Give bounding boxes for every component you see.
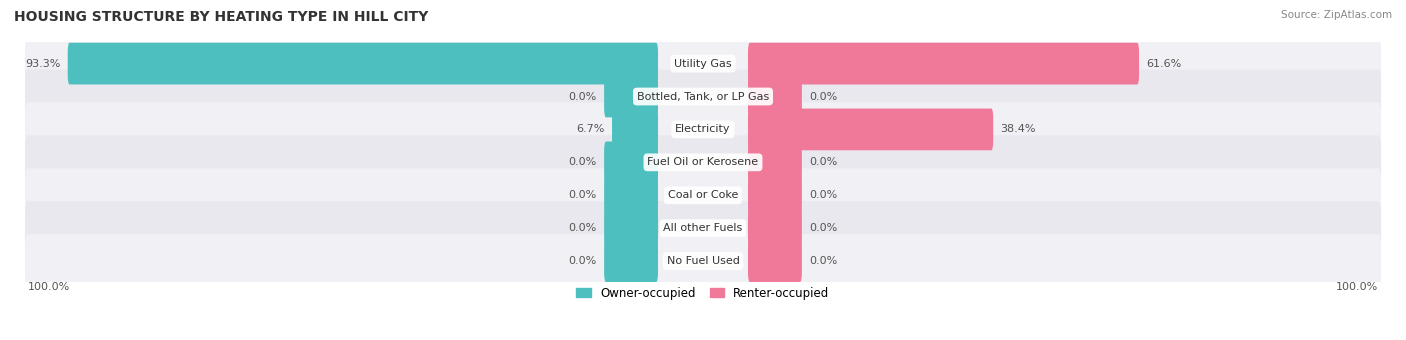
FancyBboxPatch shape: [748, 43, 1139, 84]
Text: 0.0%: 0.0%: [568, 223, 596, 233]
FancyBboxPatch shape: [748, 141, 801, 183]
Text: Source: ZipAtlas.com: Source: ZipAtlas.com: [1281, 10, 1392, 20]
FancyBboxPatch shape: [25, 234, 1381, 288]
FancyBboxPatch shape: [25, 102, 1381, 156]
Text: 0.0%: 0.0%: [568, 256, 596, 266]
Text: No Fuel Used: No Fuel Used: [666, 256, 740, 266]
Text: 0.0%: 0.0%: [568, 190, 596, 200]
Text: Electricity: Electricity: [675, 124, 731, 134]
Text: Coal or Coke: Coal or Coke: [668, 190, 738, 200]
Text: 61.6%: 61.6%: [1146, 58, 1182, 69]
FancyBboxPatch shape: [67, 43, 658, 84]
Text: Bottled, Tank, or LP Gas: Bottled, Tank, or LP Gas: [637, 91, 769, 102]
FancyBboxPatch shape: [25, 135, 1381, 189]
FancyBboxPatch shape: [25, 69, 1381, 123]
FancyBboxPatch shape: [605, 240, 658, 282]
FancyBboxPatch shape: [605, 207, 658, 249]
FancyBboxPatch shape: [605, 141, 658, 183]
FancyBboxPatch shape: [612, 108, 658, 150]
Text: 0.0%: 0.0%: [810, 91, 838, 102]
Text: Fuel Oil or Kerosene: Fuel Oil or Kerosene: [647, 157, 759, 167]
FancyBboxPatch shape: [605, 76, 658, 117]
Text: 38.4%: 38.4%: [1001, 124, 1036, 134]
Text: 0.0%: 0.0%: [810, 157, 838, 167]
Legend: Owner-occupied, Renter-occupied: Owner-occupied, Renter-occupied: [571, 280, 835, 305]
FancyBboxPatch shape: [748, 76, 801, 117]
Text: 6.7%: 6.7%: [576, 124, 605, 134]
FancyBboxPatch shape: [605, 174, 658, 216]
Text: 0.0%: 0.0%: [810, 190, 838, 200]
Text: All other Fuels: All other Fuels: [664, 223, 742, 233]
Text: Utility Gas: Utility Gas: [675, 58, 731, 69]
FancyBboxPatch shape: [25, 168, 1381, 222]
Text: 93.3%: 93.3%: [25, 58, 60, 69]
FancyBboxPatch shape: [748, 108, 993, 150]
Text: 0.0%: 0.0%: [810, 256, 838, 266]
FancyBboxPatch shape: [748, 174, 801, 216]
Text: 0.0%: 0.0%: [568, 91, 596, 102]
Text: HOUSING STRUCTURE BY HEATING TYPE IN HILL CITY: HOUSING STRUCTURE BY HEATING TYPE IN HIL…: [14, 10, 429, 24]
Text: 0.0%: 0.0%: [810, 223, 838, 233]
Text: 100.0%: 100.0%: [1336, 283, 1378, 292]
FancyBboxPatch shape: [748, 240, 801, 282]
FancyBboxPatch shape: [25, 201, 1381, 255]
FancyBboxPatch shape: [25, 37, 1381, 90]
Text: 100.0%: 100.0%: [28, 283, 70, 292]
Text: 0.0%: 0.0%: [568, 157, 596, 167]
FancyBboxPatch shape: [748, 207, 801, 249]
